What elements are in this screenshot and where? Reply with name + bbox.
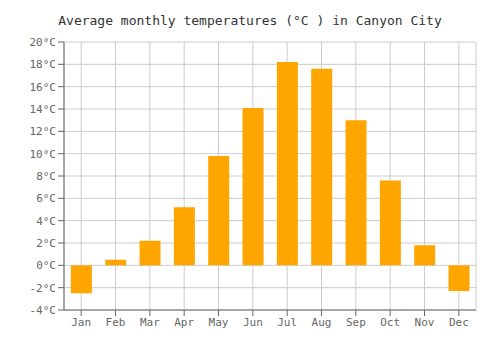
svg-text:2°C: 2°C bbox=[36, 237, 56, 250]
svg-text:6°C: 6°C bbox=[36, 192, 56, 205]
svg-text:-4°C: -4°C bbox=[30, 304, 57, 317]
svg-text:4°C: 4°C bbox=[36, 215, 56, 228]
svg-text:May: May bbox=[209, 316, 229, 329]
svg-text:Dec: Dec bbox=[449, 316, 469, 329]
svg-text:16°C: 16°C bbox=[30, 81, 57, 94]
svg-text:18°C: 18°C bbox=[30, 58, 57, 71]
svg-text:Feb: Feb bbox=[106, 316, 126, 329]
svg-text:Jan: Jan bbox=[71, 316, 91, 329]
svg-text:Mar: Mar bbox=[140, 316, 160, 329]
svg-text:Nov: Nov bbox=[415, 316, 435, 329]
svg-text:10°C: 10°C bbox=[30, 148, 57, 161]
svg-text:-2°C: -2°C bbox=[30, 282, 57, 295]
svg-text:8°C: 8°C bbox=[36, 170, 56, 183]
svg-text:Apr: Apr bbox=[174, 316, 194, 329]
svg-text:Jul: Jul bbox=[277, 316, 297, 329]
svg-text:14°C: 14°C bbox=[30, 103, 57, 116]
svg-text:Sep: Sep bbox=[346, 316, 366, 329]
svg-text:20°C: 20°C bbox=[30, 36, 57, 49]
svg-text:Jun: Jun bbox=[243, 316, 263, 329]
svg-text:0°C: 0°C bbox=[36, 259, 56, 272]
html-text:Average monthly temperatures (: Average monthly temperatures (°C ) in Ca… bbox=[58, 13, 442, 28]
svg-text:Oct: Oct bbox=[380, 316, 400, 329]
svg-text:12°C: 12°C bbox=[30, 125, 57, 138]
svg-text:Aug: Aug bbox=[312, 316, 332, 329]
